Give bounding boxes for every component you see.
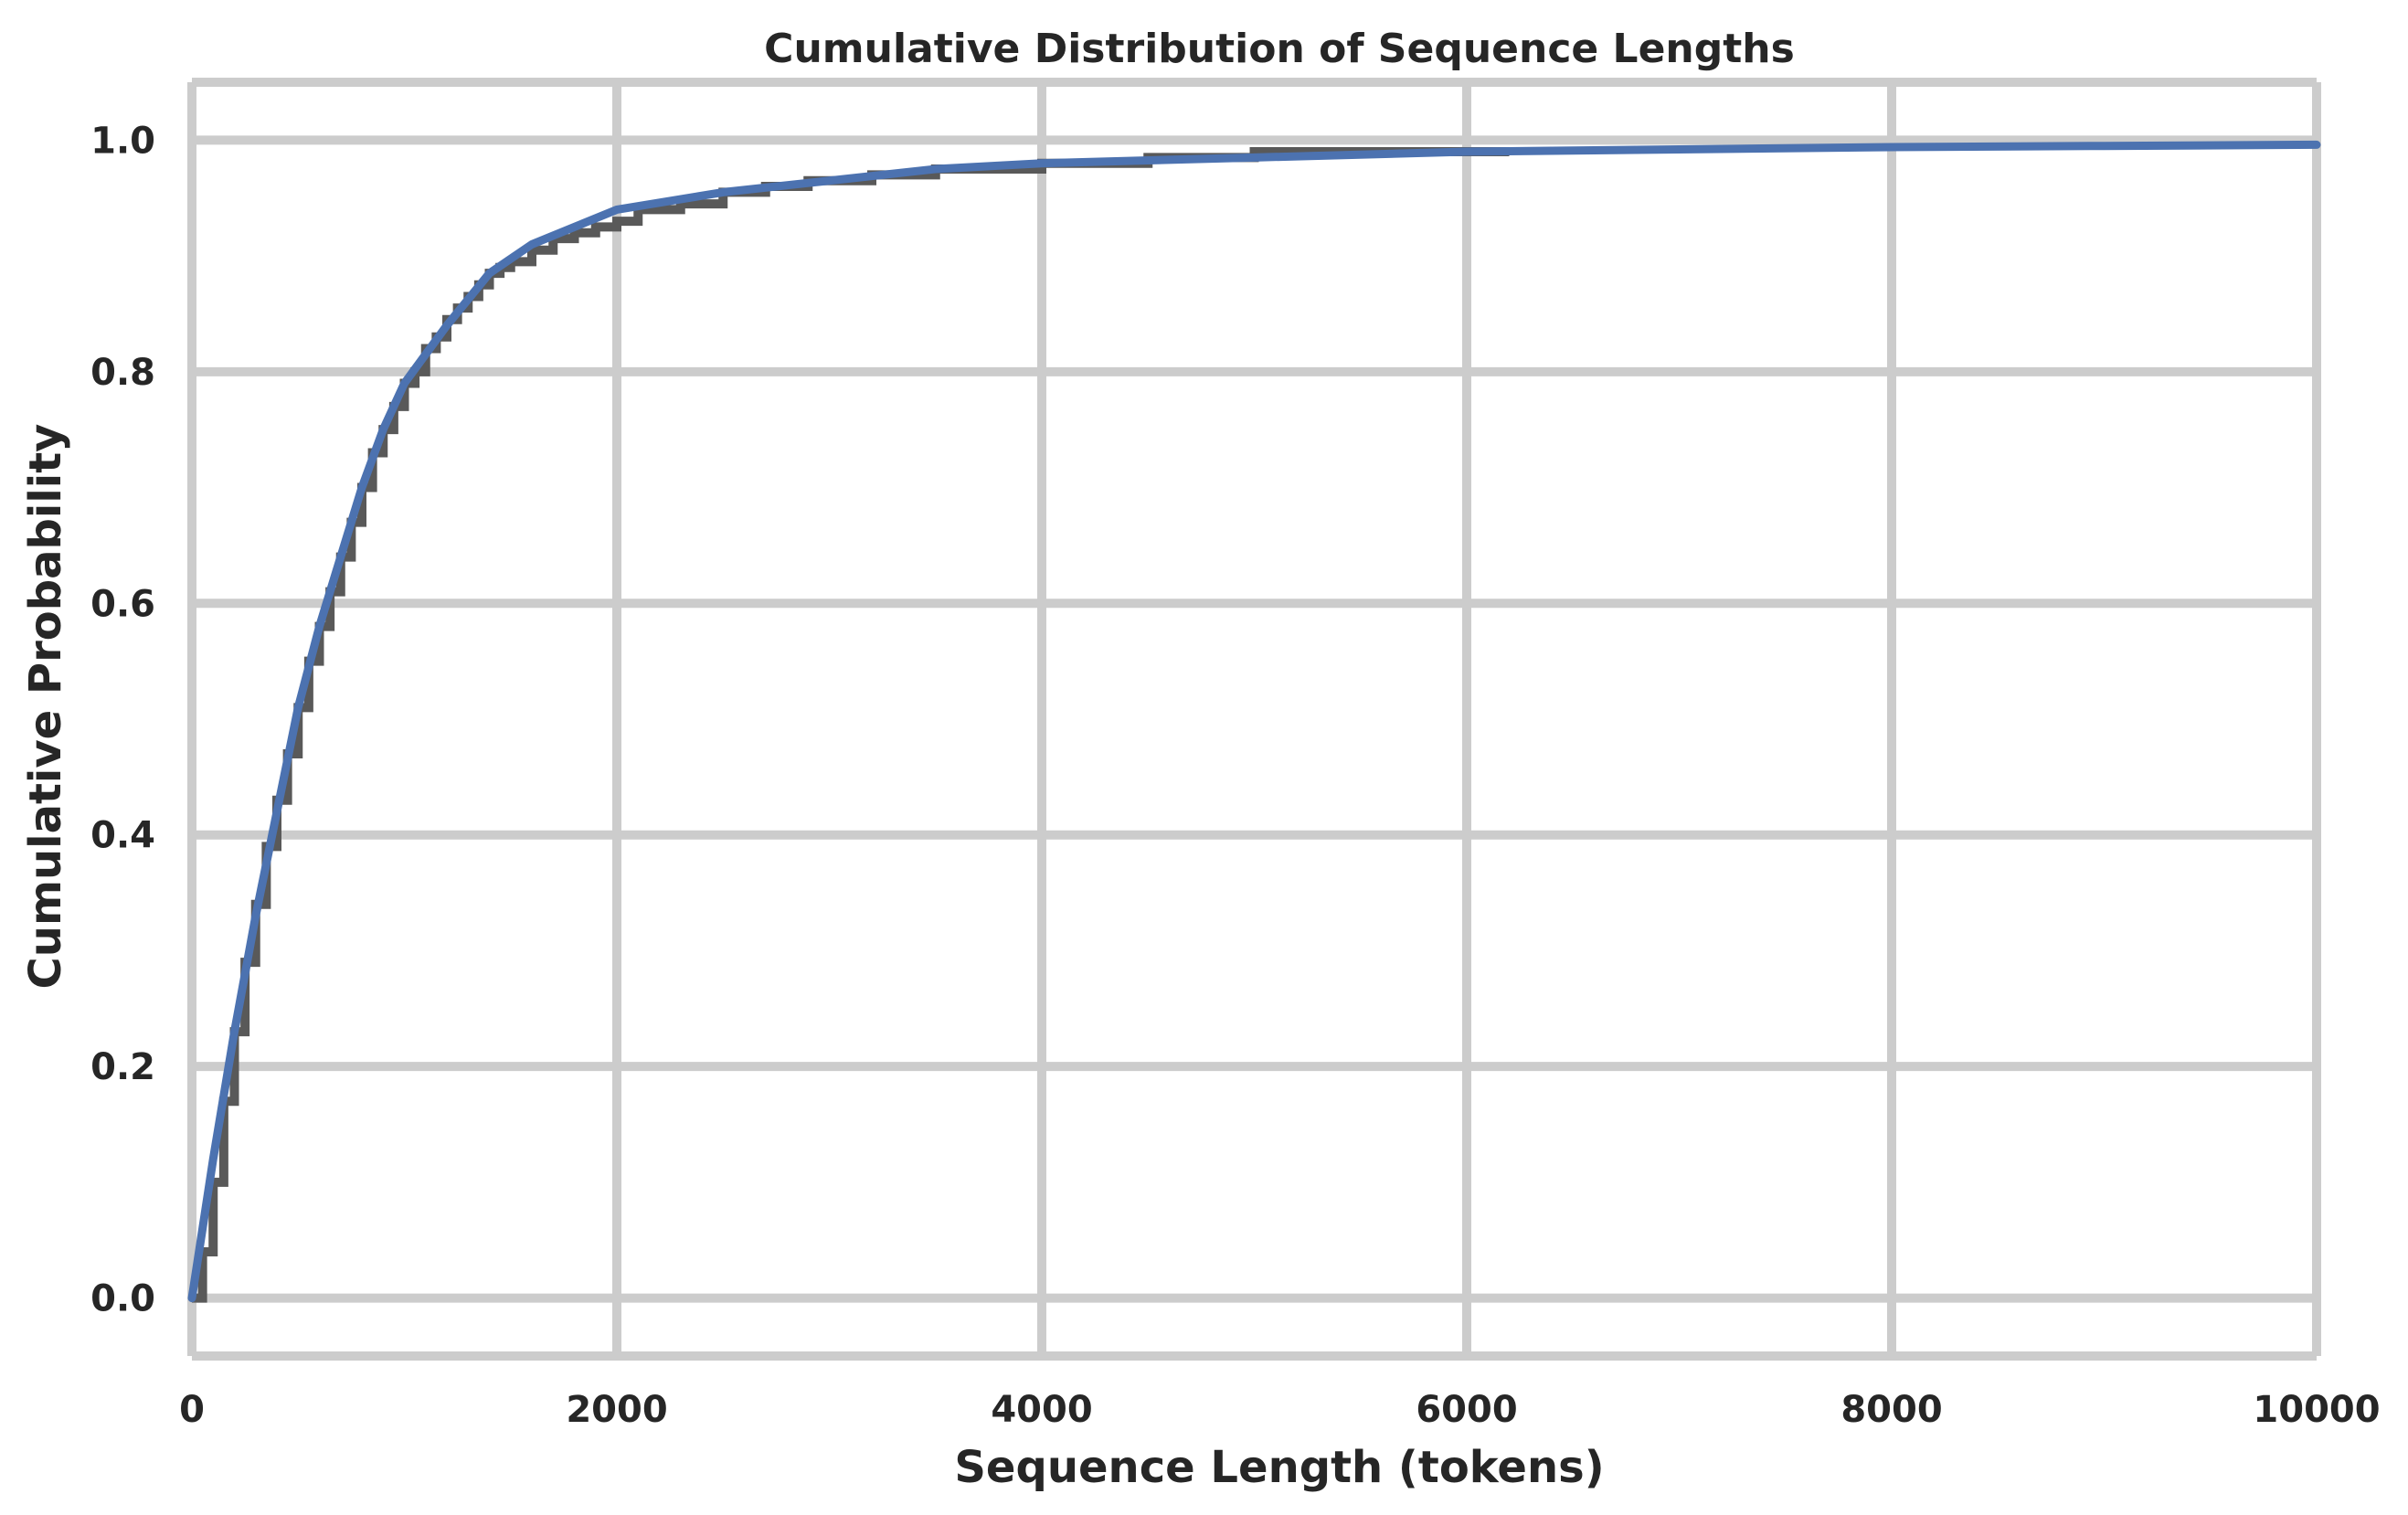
y-tick-label: 0.2 — [90, 1046, 155, 1088]
plot-area: 0 2000 4000 6000 8000 10000 0.0 0.2 0.4 0.6 0.8 1.0 — [90, 78, 2381, 1431]
empirical-cdf-step-line — [192, 147, 1510, 1303]
y-tick-label: 0.6 — [90, 583, 155, 625]
y-tick-label: 1.0 — [90, 120, 155, 162]
x-tick-label: 0 — [179, 1389, 205, 1431]
y-axis-label: Cumulative Probability — [20, 424, 71, 990]
y-tick-label: 0.0 — [90, 1278, 155, 1320]
x-tick-label: 4000 — [991, 1389, 1092, 1431]
x-tick-label: 6000 — [1416, 1389, 1517, 1431]
fitted-cdf-line — [187, 140, 2321, 1303]
chart-title: Cumulative Distribution of Sequence Leng… — [764, 26, 1795, 72]
x-axis-label: Sequence Length (tokens) — [954, 1442, 1604, 1493]
x-tick-label: 2000 — [566, 1389, 667, 1431]
x-tick-label: 10000 — [2253, 1389, 2380, 1431]
x-tick-label: 8000 — [1840, 1389, 1942, 1431]
y-tick-label: 0.8 — [90, 352, 155, 394]
y-tick-label: 0.4 — [90, 815, 155, 857]
